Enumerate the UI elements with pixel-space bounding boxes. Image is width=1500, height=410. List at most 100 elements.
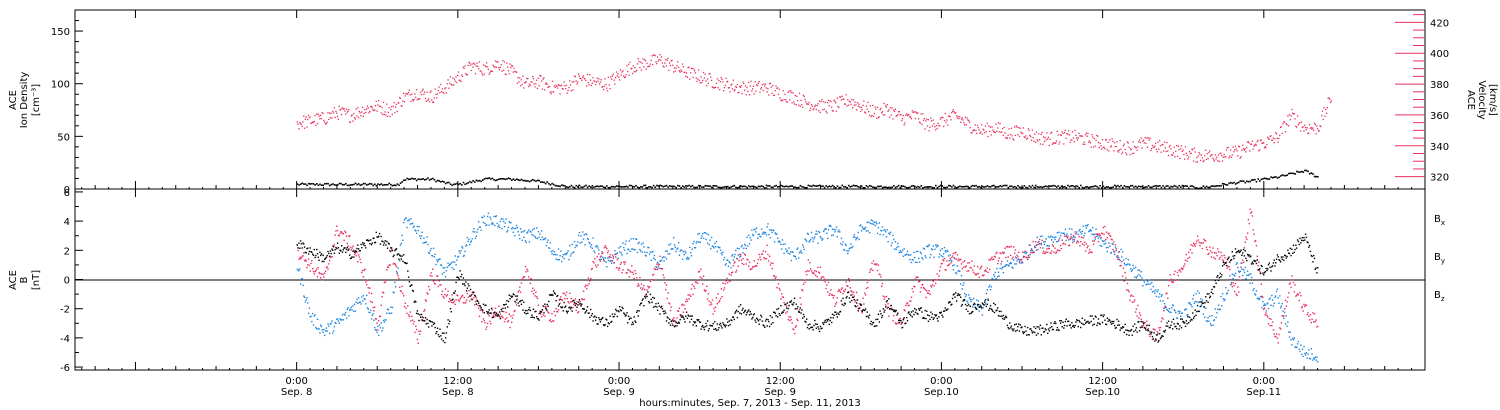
bz-point	[1084, 241, 1086, 243]
ion-density-point	[652, 184, 655, 187]
bx-point	[303, 243, 305, 245]
velocity-point	[731, 83, 733, 85]
ion-density-point	[673, 185, 676, 188]
ion-density-point	[503, 178, 505, 180]
bx-point	[345, 248, 348, 250]
by-point	[947, 250, 949, 253]
bz-point	[1151, 338, 1154, 341]
velocity-point	[498, 66, 500, 69]
bx-point	[403, 261, 406, 264]
ion-density-point	[1078, 187, 1080, 189]
ion-density-point	[883, 186, 885, 188]
ion-density-point	[681, 185, 684, 187]
ion-density-point	[317, 184, 320, 187]
bx-point	[366, 239, 368, 241]
by-point	[1149, 283, 1151, 285]
by-point	[626, 252, 628, 255]
ion-density-point	[1165, 185, 1168, 187]
bz-point	[348, 235, 350, 237]
bz-point	[513, 310, 515, 313]
ion-density-point	[435, 180, 437, 183]
bz-point	[1176, 271, 1179, 274]
by-point	[332, 330, 335, 332]
bz-point	[1285, 305, 1287, 307]
bz-point	[756, 262, 759, 265]
ion-density-point	[712, 185, 715, 187]
by-point	[1030, 250, 1032, 252]
velocity-point	[307, 118, 309, 121]
bx-point	[457, 276, 459, 278]
velocity-point	[558, 84, 560, 87]
ion-density-point	[482, 179, 484, 181]
ion-density-point	[799, 184, 802, 187]
velocity-point	[821, 99, 823, 101]
velocity-point	[506, 62, 508, 64]
bz-point	[389, 264, 391, 266]
bz-point	[1271, 321, 1274, 323]
bx-point	[346, 246, 348, 249]
by-point	[1307, 353, 1309, 355]
velocity-point	[1037, 140, 1039, 142]
velocity-point	[705, 80, 707, 82]
bz-point	[299, 258, 302, 260]
velocity-point	[302, 121, 304, 123]
by-point	[819, 236, 822, 238]
by-point	[847, 250, 850, 252]
by-point	[557, 248, 560, 250]
velocity-point	[1219, 152, 1221, 155]
velocity-point	[840, 99, 842, 101]
bz-point	[468, 290, 470, 292]
ion-density-point	[1081, 186, 1084, 189]
by-point	[813, 238, 815, 240]
by-point	[1005, 264, 1008, 266]
velocity-point	[1128, 146, 1130, 149]
by-point	[756, 227, 758, 229]
bz-point	[1178, 269, 1180, 272]
ion-density-point	[606, 185, 608, 187]
by-point	[922, 258, 924, 260]
bz-point	[401, 285, 403, 288]
by-point	[320, 325, 323, 328]
velocity-point	[835, 110, 838, 112]
bz-point	[1315, 319, 1317, 321]
velocity-point	[536, 87, 539, 89]
bz-point	[683, 304, 685, 306]
bz-point	[1077, 241, 1079, 243]
bz-point	[1017, 256, 1019, 258]
by-point	[828, 225, 830, 227]
ion-density-point	[549, 184, 552, 186]
bz-point	[1157, 332, 1159, 334]
bz-point	[403, 305, 406, 308]
by-point	[646, 251, 648, 254]
ion-density-point	[312, 183, 315, 185]
bz-point	[1031, 252, 1034, 254]
by-point	[607, 259, 610, 262]
bz-point	[1225, 261, 1228, 263]
bz-point	[648, 287, 650, 289]
bz-point	[783, 301, 785, 304]
velocity-point	[1055, 140, 1058, 142]
bz-point	[1088, 252, 1090, 254]
by-point	[1208, 320, 1210, 322]
velocity-point	[374, 105, 377, 107]
bz-point	[465, 301, 467, 303]
ion-density-point	[907, 186, 910, 189]
velocity-point	[393, 102, 395, 104]
velocity-point	[435, 93, 437, 96]
by-point	[1164, 305, 1167, 307]
bz-point	[507, 320, 510, 322]
ion-density-point	[559, 185, 561, 188]
velocity-point	[925, 120, 927, 122]
bz-point	[390, 249, 393, 251]
velocity-point	[1014, 126, 1016, 128]
bx-point	[307, 247, 309, 249]
bz-point	[415, 328, 418, 331]
by-point	[468, 238, 470, 240]
ion-density-point	[831, 184, 834, 187]
velocity-point	[837, 105, 839, 108]
velocity-point	[1240, 156, 1242, 158]
by-point	[389, 312, 391, 315]
by-point	[642, 242, 644, 244]
velocity-point	[949, 116, 951, 118]
by-point	[778, 240, 780, 242]
